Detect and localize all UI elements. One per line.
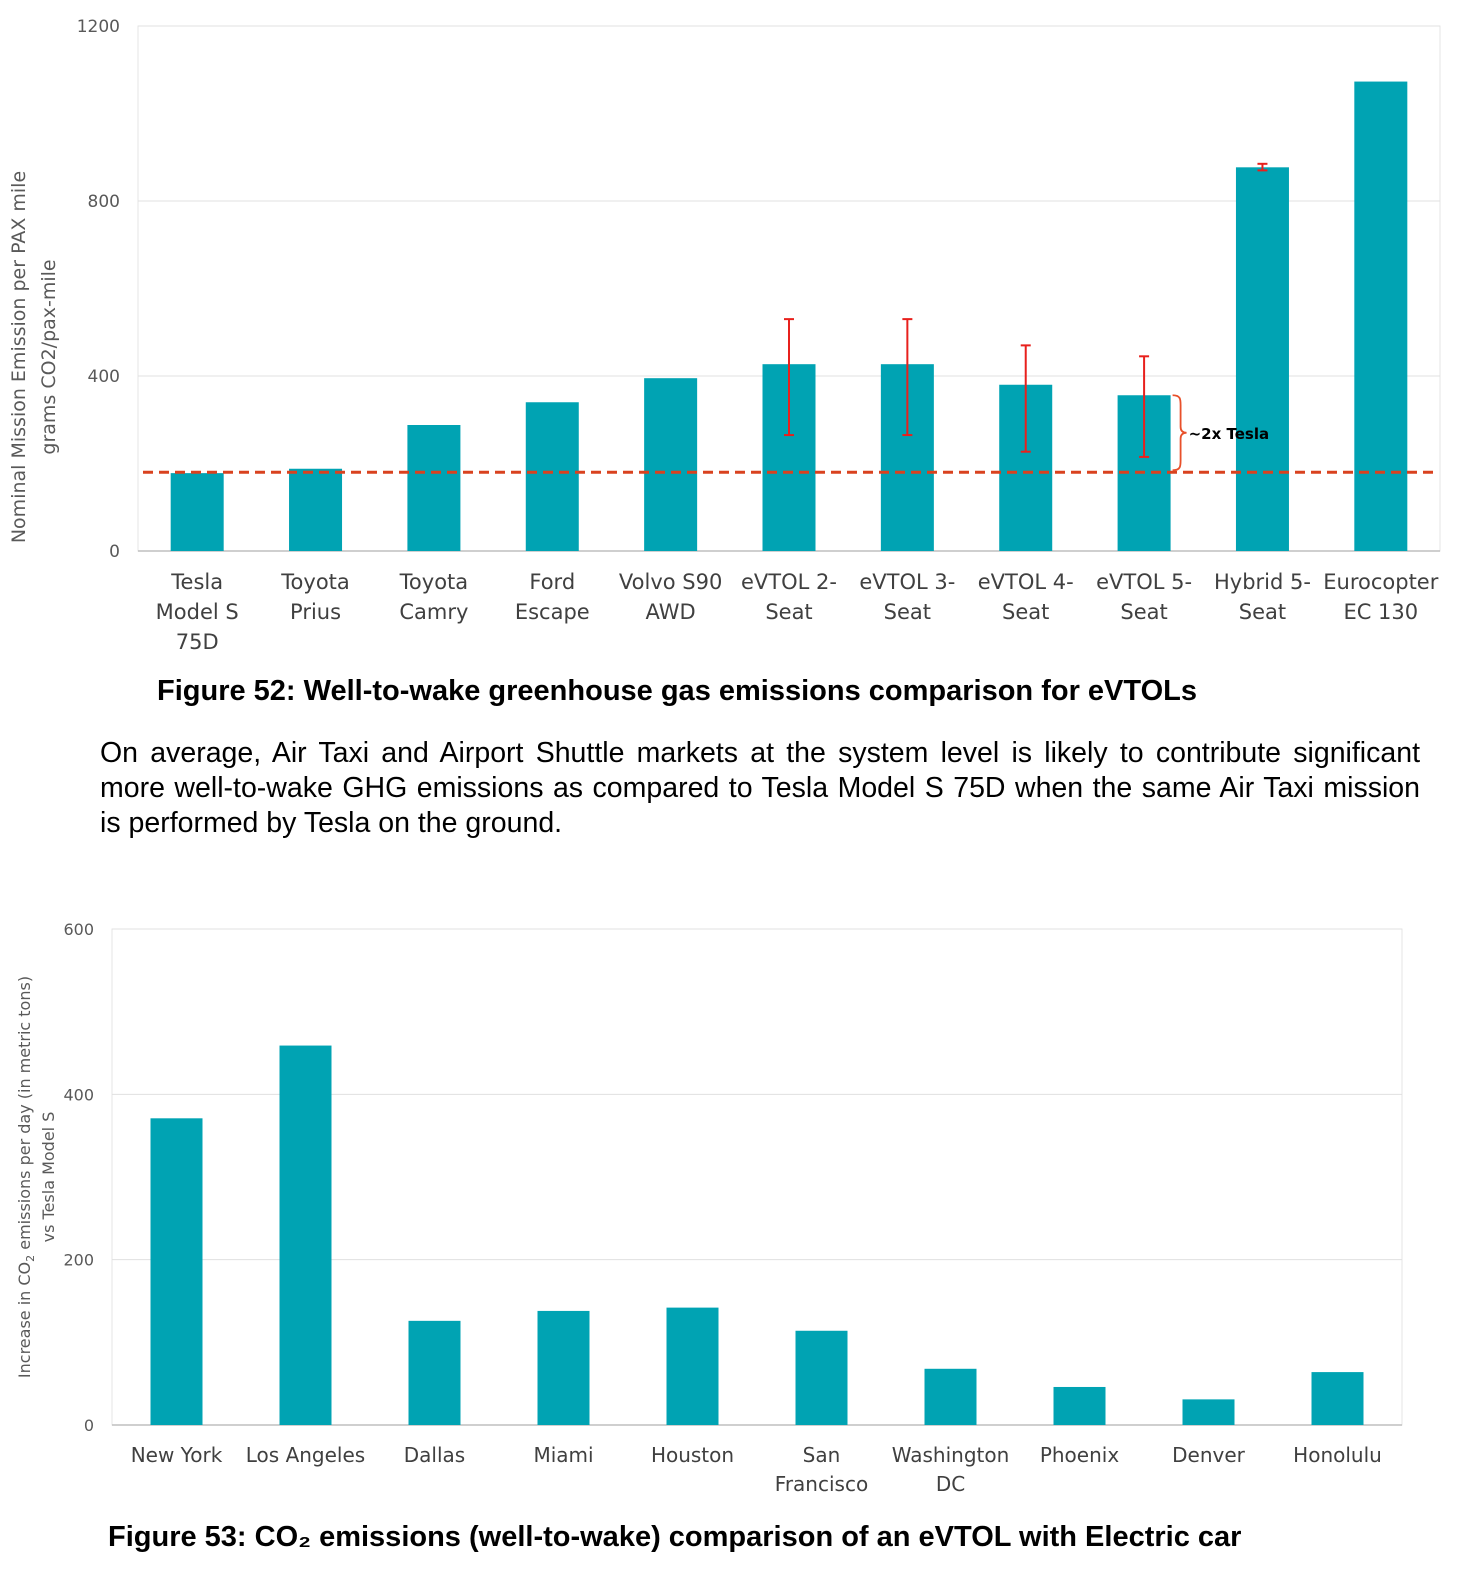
x-category-label-line: Toyota (280, 570, 350, 594)
x-category-label-line: Phoenix (1040, 1443, 1120, 1467)
y-tick-label: 0 (109, 542, 120, 562)
y-axis-label-part: emissions per day (in metric tons) (15, 976, 34, 1255)
x-category-label: Eurocopter EC 130 (1323, 570, 1438, 624)
y-axis-label-subscript: 2 (24, 1255, 37, 1262)
bar (170, 473, 224, 551)
x-category-label: Phoenix (1040, 1443, 1120, 1467)
x-category-label-line: Eurocopter (1323, 570, 1438, 594)
x-category-label-line: Houston (651, 1443, 734, 1467)
x-category-label: Los Angeles (246, 1443, 365, 1467)
x-category-label: Houston (651, 1443, 734, 1467)
y-tick-label: 400 (88, 367, 120, 387)
x-category-label: Honolulu (1293, 1443, 1382, 1467)
y-axis-label: Increase in CO2 emissions per day (in me… (15, 976, 37, 1378)
x-category-label-line: San (803, 1443, 841, 1467)
bar (1182, 1399, 1235, 1425)
x-category-label-line: Seat (1002, 600, 1049, 624)
x-category-label-line: eVTOL 4- (978, 570, 1074, 594)
x-category-label-line: Francisco (775, 1472, 868, 1496)
x-category-label: eVTOL 3- Seat (859, 570, 955, 624)
x-category-label-line: Dallas (404, 1443, 465, 1467)
y-axis-label: Nominal Mission Emission per PAX mile (8, 171, 30, 543)
y-axis-label-part: Increase in CO (15, 1262, 34, 1378)
x-category-label: Denver (1172, 1443, 1246, 1467)
x-category-label-line: Tesla (170, 570, 223, 594)
figure-53-caption: Figure 53: CO₂ emissions (well-to-wake) … (108, 1521, 1242, 1553)
x-category-label-line: DC (936, 1472, 965, 1496)
x-category-label-line: Miami (533, 1443, 593, 1467)
y-tick-label: 200 (63, 1251, 94, 1270)
y-axis-label-line2: vs Tesla Model S (39, 1112, 58, 1243)
y-tick-label: 0 (84, 1416, 94, 1435)
x-category-label: Dallas (404, 1443, 465, 1467)
x-category-label: New York (131, 1443, 223, 1467)
y-tick-label: 1200 (77, 17, 120, 37)
y-tick-label: 600 (63, 920, 94, 939)
x-category-label-line: Hybrid 5- (1214, 570, 1311, 594)
bar (408, 1320, 461, 1425)
x-category-label-line: Prius (290, 600, 341, 624)
x-category-label-line: eVTOL 5- (1096, 570, 1192, 594)
x-category-label-line: Washington (892, 1443, 1010, 1467)
x-category-label: Volvo S90 AWD (619, 570, 722, 624)
x-category-label-line: Volvo S90 (619, 570, 722, 594)
x-category-label-line: 75D (176, 630, 219, 654)
x-category-label: San Francisco (775, 1443, 868, 1496)
x-category-label-line: AWD (646, 600, 696, 624)
x-category-label-line: Honolulu (1293, 1443, 1382, 1467)
y-tick-label: 800 (88, 192, 120, 212)
x-category-label: Toyota Prius (280, 570, 350, 624)
x-category-label: Hybrid 5- Seat (1214, 570, 1311, 624)
x-category-label-line: eVTOL 3- (859, 570, 955, 594)
bar (795, 1330, 848, 1425)
bar (666, 1307, 719, 1425)
x-category-label-line: EC 130 (1343, 600, 1418, 624)
bar (525, 402, 579, 551)
bar (537, 1310, 590, 1425)
bar (1311, 1372, 1364, 1425)
x-category-label: Washington DC (892, 1443, 1010, 1496)
bar (1053, 1386, 1106, 1425)
bar (279, 1045, 332, 1425)
bar (1354, 81, 1408, 551)
x-category-label-line: eVTOL 2- (741, 570, 837, 594)
bar (1235, 167, 1289, 551)
bar (150, 1118, 203, 1425)
x-category-label-line: Denver (1172, 1443, 1246, 1467)
bar (289, 468, 343, 551)
x-category-label-line: Seat (765, 600, 812, 624)
x-category-label-line: Camry (399, 600, 468, 624)
annotation-brace (1172, 394, 1187, 472)
x-category-label: eVTOL 4- Seat (978, 570, 1074, 624)
x-category-label-line: Toyota (399, 570, 469, 594)
city-co2-increase-chart: 0 200 400 600 New York Los Angeles Dallas Miami… (15, 920, 1403, 1496)
x-category-label-line: Los Angeles (246, 1443, 365, 1467)
annotation-label: ~2x Tesla (1189, 425, 1270, 443)
x-category-label-line: Model S (156, 600, 239, 624)
bar (644, 378, 698, 551)
x-category-label: eVTOL 5- Seat (1096, 570, 1192, 624)
body-paragraph: On average, Air Taxi and Airport Shuttle… (100, 737, 1420, 839)
x-category-label-line: Escape (515, 600, 590, 624)
x-category-label-line: Seat (1120, 600, 1167, 624)
x-category-label-line: Seat (1239, 600, 1286, 624)
x-category-label: Miami (533, 1443, 593, 1467)
x-category-label: eVTOL 2- Seat (741, 570, 837, 624)
y-tick-label: 400 (63, 1085, 94, 1104)
figure-52-caption: Figure 52: Well-to-wake greenhouse gas e… (157, 675, 1197, 707)
x-category-label: Ford Escape (515, 570, 590, 624)
x-category-label: Toyota Camry (399, 570, 469, 624)
x-category-label-line: Seat (884, 600, 931, 624)
x-category-label-line: New York (131, 1443, 223, 1467)
x-category-label-line: Ford (529, 570, 575, 594)
x-category-label: Tesla Model S 75D (156, 570, 239, 654)
y-axis-label-line2: grams CO2/pax-mile (38, 259, 60, 454)
bar (924, 1368, 977, 1425)
bar (407, 425, 461, 551)
